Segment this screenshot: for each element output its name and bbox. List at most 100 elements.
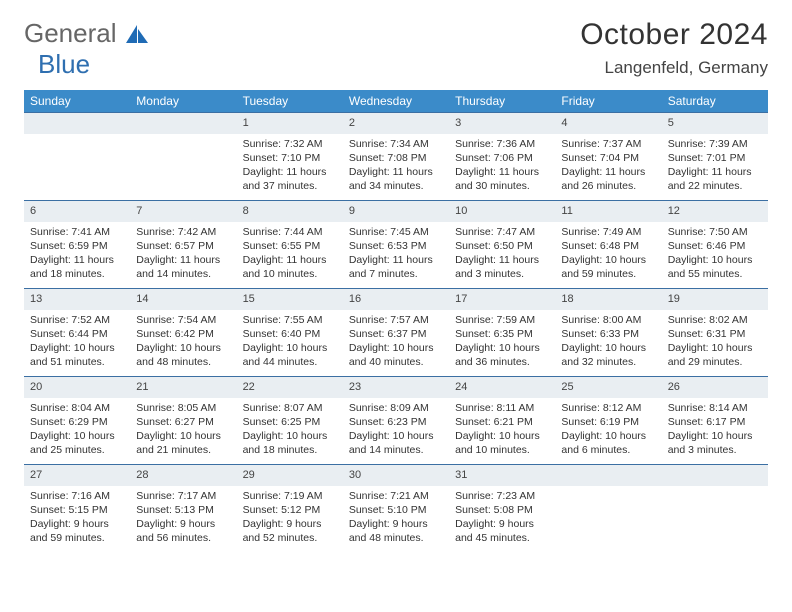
- day-number: 25: [555, 376, 661, 398]
- daylight-text: Daylight: 10 hours and 10 minutes.: [455, 429, 549, 457]
- calendar-day-cell: 1Sunrise: 7:32 AMSunset: 7:10 PMDaylight…: [237, 112, 343, 200]
- daylight-text: Daylight: 11 hours and 22 minutes.: [668, 165, 762, 193]
- daylight-text: Daylight: 10 hours and 44 minutes.: [243, 341, 337, 369]
- daylight-text: Daylight: 11 hours and 18 minutes.: [30, 253, 124, 281]
- calendar-day-cell: 17 Sunrise: 7:59 AMSunset: 6:35 PMDayligh…: [449, 288, 555, 376]
- sunrise-text: Sunrise: 7:57 AM: [349, 313, 443, 327]
- location: Langenfeld, Germany: [580, 58, 768, 78]
- sunrise-text: Sunrise: 7:45 AM: [349, 225, 443, 239]
- sunset-text: Sunset: 6:37 PM: [349, 327, 443, 341]
- day-number: 17: [449, 288, 555, 310]
- sunset-text: Sunset: 5:12 PM: [243, 503, 337, 517]
- day-body: Sunrise: 8:00 AMSunset: 6:33 PMDaylight:…: [555, 310, 661, 374]
- calendar-day-cell: 14Sunrise: 7:54 AMSunset: 6:42 PMDayligh…: [130, 288, 236, 376]
- sunset-text: Sunset: 7:06 PM: [455, 151, 549, 165]
- sunset-text: Sunset: 6:40 PM: [243, 327, 337, 341]
- sunset-text: Sunset: 6:44 PM: [30, 327, 124, 341]
- sunset-text: Sunset: 5:10 PM: [349, 503, 443, 517]
- day-body: Sunrise: 7:34 AMSunset: 7:08 PMDaylight:…: [343, 134, 449, 198]
- calendar-day-cell: 7Sunrise: 7:42 AMSunset: 6:57 PMDaylight…: [130, 200, 236, 288]
- day-number: 8: [237, 200, 343, 222]
- daylight-text: Daylight: 10 hours and 29 minutes.: [668, 341, 762, 369]
- calendar-day-cell: 12Sunrise: 7:50 AMSunset: 6:46 PMDayligh…: [662, 200, 768, 288]
- day-body: Sunrise: 7:32 AMSunset: 7:10 PMDaylight:…: [237, 134, 343, 198]
- day-body: Sunrise: 7:47 AMSunset: 6:50 PMDaylight:…: [449, 222, 555, 286]
- sunrise-text: Sunrise: 7:39 AM: [668, 137, 762, 151]
- day-body: Sunrise: 7:17 AMSunset: 5:13 PMDaylight:…: [130, 486, 236, 550]
- day-number: 28: [130, 464, 236, 486]
- weekday-header-row: Sunday Monday Tuesday Wednesday Thursday…: [24, 90, 768, 112]
- logo-sail-icon: [126, 25, 148, 43]
- daylight-text: Daylight: 10 hours and 51 minutes.: [30, 341, 124, 369]
- daylight-text: Daylight: 11 hours and 10 minutes.: [243, 253, 337, 281]
- daylight-text: Daylight: 9 hours and 52 minutes.: [243, 517, 337, 545]
- sunset-text: Sunset: 5:08 PM: [455, 503, 549, 517]
- calendar-table: Sunday Monday Tuesday Wednesday Thursday…: [24, 90, 768, 552]
- calendar-day-cell: 5Sunrise: 7:39 AMSunset: 7:01 PMDaylight…: [662, 112, 768, 200]
- calendar-day-cell: 21Sunrise: 8:05 AMSunset: 6:27 PMDayligh…: [130, 376, 236, 464]
- daylight-text: Daylight: 11 hours and 34 minutes.: [349, 165, 443, 193]
- day-body: Sunrise: 7:39 AMSunset: 7:01 PMDaylight:…: [662, 134, 768, 198]
- daylight-text: Daylight: 9 hours and 45 minutes.: [455, 517, 549, 545]
- day-number: 9: [343, 200, 449, 222]
- weekday-header: Tuesday: [237, 90, 343, 112]
- day-number: 10: [449, 200, 555, 222]
- weekday-header: Thursday: [449, 90, 555, 112]
- daylight-text: Daylight: 9 hours and 56 minutes.: [136, 517, 230, 545]
- sunset-text: Sunset: 6:21 PM: [455, 415, 549, 429]
- day-body: Sunrise: 7:37 AMSunset: 7:04 PMDaylight:…: [555, 134, 661, 198]
- calendar-day-cell: 10Sunrise: 7:47 AMSunset: 6:50 PMDayligh…: [449, 200, 555, 288]
- day-body: Sunrise: 7:16 AMSunset: 5:15 PMDaylight:…: [24, 486, 130, 550]
- calendar-day-cell: 15Sunrise: 7:55 AMSunset: 6:40 PMDayligh…: [237, 288, 343, 376]
- sunset-text: Sunset: 6:55 PM: [243, 239, 337, 253]
- day-number: [662, 464, 768, 486]
- daylight-text: Daylight: 11 hours and 3 minutes.: [455, 253, 549, 281]
- calendar-day-cell: 11Sunrise: 7:49 AMSunset: 6:48 PMDayligh…: [555, 200, 661, 288]
- sunset-text: Sunset: 6:17 PM: [668, 415, 762, 429]
- day-number: 26: [662, 376, 768, 398]
- calendar-week-row: 1Sunrise: 7:32 AMSunset: 7:10 PMDaylight…: [24, 112, 768, 200]
- calendar-day-cell: 18Sunrise: 8:00 AMSunset: 6:33 PMDayligh…: [555, 288, 661, 376]
- sunset-text: Sunset: 6:25 PM: [243, 415, 337, 429]
- calendar-week-row: 6Sunrise: 7:41 AMSunset: 6:59 PMDaylight…: [24, 200, 768, 288]
- calendar-day-cell: 24Sunrise: 8:11 AMSunset: 6:21 PMDayligh…: [449, 376, 555, 464]
- calendar-day-cell: 3Sunrise: 7:36 AMSunset: 7:06 PMDaylight…: [449, 112, 555, 200]
- day-body: Sunrise: 8:14 AMSunset: 6:17 PMDaylight:…: [662, 398, 768, 462]
- daylight-text: Daylight: 10 hours and 36 minutes.: [455, 341, 549, 369]
- sunrise-text: Sunrise: 8:12 AM: [561, 401, 655, 415]
- calendar-day-cell: [24, 112, 130, 200]
- sunrise-text: Sunrise: 7:44 AM: [243, 225, 337, 239]
- day-number: 16: [343, 288, 449, 310]
- logo-text-1: General: [24, 18, 117, 48]
- sunset-text: Sunset: 7:01 PM: [668, 151, 762, 165]
- calendar-week-row: 27Sunrise: 7:16 AMSunset: 5:15 PMDayligh…: [24, 464, 768, 552]
- day-number: 4: [555, 112, 661, 134]
- calendar-day-cell: 19Sunrise: 8:02 AMSunset: 6:31 PMDayligh…: [662, 288, 768, 376]
- daylight-text: Daylight: 10 hours and 40 minutes.: [349, 341, 443, 369]
- sunset-text: Sunset: 6:35 PM: [455, 327, 549, 341]
- calendar-day-cell: 28Sunrise: 7:17 AMSunset: 5:13 PMDayligh…: [130, 464, 236, 552]
- sunrise-text: Sunrise: 8:09 AM: [349, 401, 443, 415]
- sunrise-text: Sunrise: 7:54 AM: [136, 313, 230, 327]
- sunrise-text: Sunrise: 8:02 AM: [668, 313, 762, 327]
- day-number: 30: [343, 464, 449, 486]
- day-number: [130, 112, 236, 134]
- daylight-text: Daylight: 11 hours and 7 minutes.: [349, 253, 443, 281]
- sunrise-text: Sunrise: 7:32 AM: [243, 137, 337, 151]
- sunrise-text: Sunrise: 7:36 AM: [455, 137, 549, 151]
- day-number: 24: [449, 376, 555, 398]
- day-number: 5: [662, 112, 768, 134]
- sunrise-text: Sunrise: 8:00 AM: [561, 313, 655, 327]
- calendar-day-cell: [662, 464, 768, 552]
- sunset-text: Sunset: 5:15 PM: [30, 503, 124, 517]
- weekday-header: Saturday: [662, 90, 768, 112]
- calendar-day-cell: [130, 112, 236, 200]
- day-body: Sunrise: 8:12 AMSunset: 6:19 PMDaylight:…: [555, 398, 661, 462]
- day-number: 6: [24, 200, 130, 222]
- sunset-text: Sunset: 6:23 PM: [349, 415, 443, 429]
- sunset-text: Sunset: 7:04 PM: [561, 151, 655, 165]
- day-number: 11: [555, 200, 661, 222]
- sunrise-text: Sunrise: 7:59 AM: [455, 313, 549, 327]
- day-number: 29: [237, 464, 343, 486]
- calendar-day-cell: [555, 464, 661, 552]
